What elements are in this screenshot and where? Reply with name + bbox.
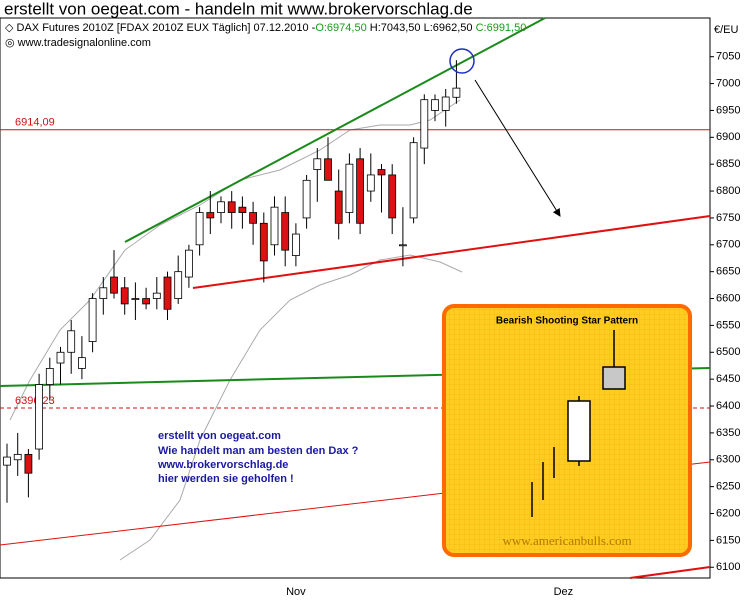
ohlc-open: O:6974,50 (315, 22, 366, 34)
pattern-inset: Bearish Shooting Star Pattern www.americ… (442, 304, 692, 557)
ohlc-low: L:6962,50 (424, 22, 473, 34)
candle-body (409, 142, 418, 219)
axis-unit: €/EU (714, 24, 739, 36)
candle-body (441, 96, 450, 111)
horizontal-line-label: 6396,23 (15, 395, 55, 407)
chart-info: ◇ DAX Futures 2010Z [FDAX 2010Z EUX Tägl… (5, 22, 526, 34)
inset-watermark: www.americanbulls.com (502, 533, 631, 548)
candle-body (152, 292, 161, 299)
candle-body (184, 249, 193, 278)
annotation: www.brokervorschlag.de (157, 459, 288, 471)
trend-line (192, 215, 711, 289)
candle-body (67, 330, 76, 353)
candle-body (99, 287, 108, 299)
inset-title: Bearish Shooting Star Pattern (496, 316, 638, 327)
y-tick-label: 6350 (716, 427, 740, 439)
y-tick-label: 6600 (716, 292, 740, 304)
candle-body (24, 453, 33, 474)
candle-body (281, 212, 290, 251)
inset-candle (567, 400, 591, 462)
source: ◎ www.tradesignalonline.com (5, 37, 151, 49)
y-tick-label: 6200 (716, 507, 740, 519)
y-tick-label: 6150 (716, 534, 740, 546)
instrument: DAX Futures 2010Z [FDAX 2010Z EUX Täglic… (17, 22, 316, 34)
y-tick-label: 6100 (716, 561, 740, 573)
annotation: Wie handelt man am besten den Dax ? (158, 445, 359, 457)
trend-line (124, 17, 546, 243)
candle-body (56, 351, 65, 364)
y-tick-label: 6850 (716, 158, 740, 170)
candle-body (13, 453, 22, 461)
candle-body (142, 298, 151, 305)
candle-body (270, 206, 279, 246)
candle-body (313, 158, 322, 170)
candle-body (366, 174, 375, 192)
candle-body (334, 190, 343, 224)
candle-body (356, 158, 365, 224)
y-tick-label: 6800 (716, 185, 740, 197)
y-tick-label: 6500 (716, 346, 740, 358)
trend-line (629, 566, 711, 579)
candle-body (238, 206, 247, 213)
horizontal-line-label: 6914,09 (15, 117, 55, 129)
candle-body (452, 87, 461, 98)
y-tick-label: 6450 (716, 373, 740, 385)
candle-body (120, 287, 129, 305)
candle-body (45, 368, 54, 385)
candle-body (420, 99, 429, 149)
highlight-circle (449, 48, 475, 74)
y-tick-label: 6950 (716, 104, 740, 116)
candle-body (398, 244, 407, 247)
y-tick-label: 6700 (716, 239, 740, 251)
ohlc-close: C:6991,50 (476, 22, 527, 34)
source-text: www.tradesignalonline.com (17, 37, 151, 49)
candle-body (302, 179, 311, 219)
y-tick-label: 6250 (716, 481, 740, 493)
y-tick-label: 6750 (716, 212, 740, 224)
candle-body (78, 357, 86, 369)
y-tick-label: 6900 (716, 131, 740, 143)
candle-body (131, 298, 140, 300)
arrow (474, 79, 561, 217)
candle-body (3, 456, 11, 466)
candle-body (227, 201, 236, 213)
annotation: hier werden sie geholfen ! (158, 473, 294, 485)
candle-body (206, 212, 215, 219)
candle-body (195, 212, 204, 246)
candle-body (431, 99, 439, 111)
candle-body (345, 163, 354, 213)
y-tick-label: 7000 (716, 77, 740, 89)
info-marker: ◇ (5, 22, 17, 34)
y-tick-label: 6300 (716, 454, 740, 466)
candle-body (163, 276, 172, 310)
ohlc-high: H:7043,50 (370, 22, 421, 34)
y-tick-label: 6400 (716, 400, 740, 412)
inset-candle (602, 366, 626, 390)
candle-body (110, 276, 118, 294)
candle-body (291, 233, 300, 256)
band-lower (119, 254, 463, 561)
y-tick-label: 7050 (716, 51, 740, 63)
candle-body (377, 169, 386, 176)
candle-body (35, 384, 43, 450)
candle-body (174, 271, 183, 299)
inset-box (442, 304, 692, 557)
annotation: erstellt von oegeat.com (158, 430, 281, 442)
candle-body (259, 222, 268, 262)
y-tick-label: 6550 (716, 319, 740, 331)
x-tick-label: Nov (286, 586, 306, 598)
candle-body (249, 212, 258, 224)
page-title: erstellt von oegeat.com - handeln mit ww… (4, 0, 473, 18)
x-tick-label: Dez (554, 586, 574, 598)
candle-body (217, 201, 225, 213)
candle-body (388, 174, 397, 219)
y-tick-label: 6650 (716, 266, 740, 278)
candle-body (88, 298, 97, 342)
candle-body (324, 158, 332, 181)
